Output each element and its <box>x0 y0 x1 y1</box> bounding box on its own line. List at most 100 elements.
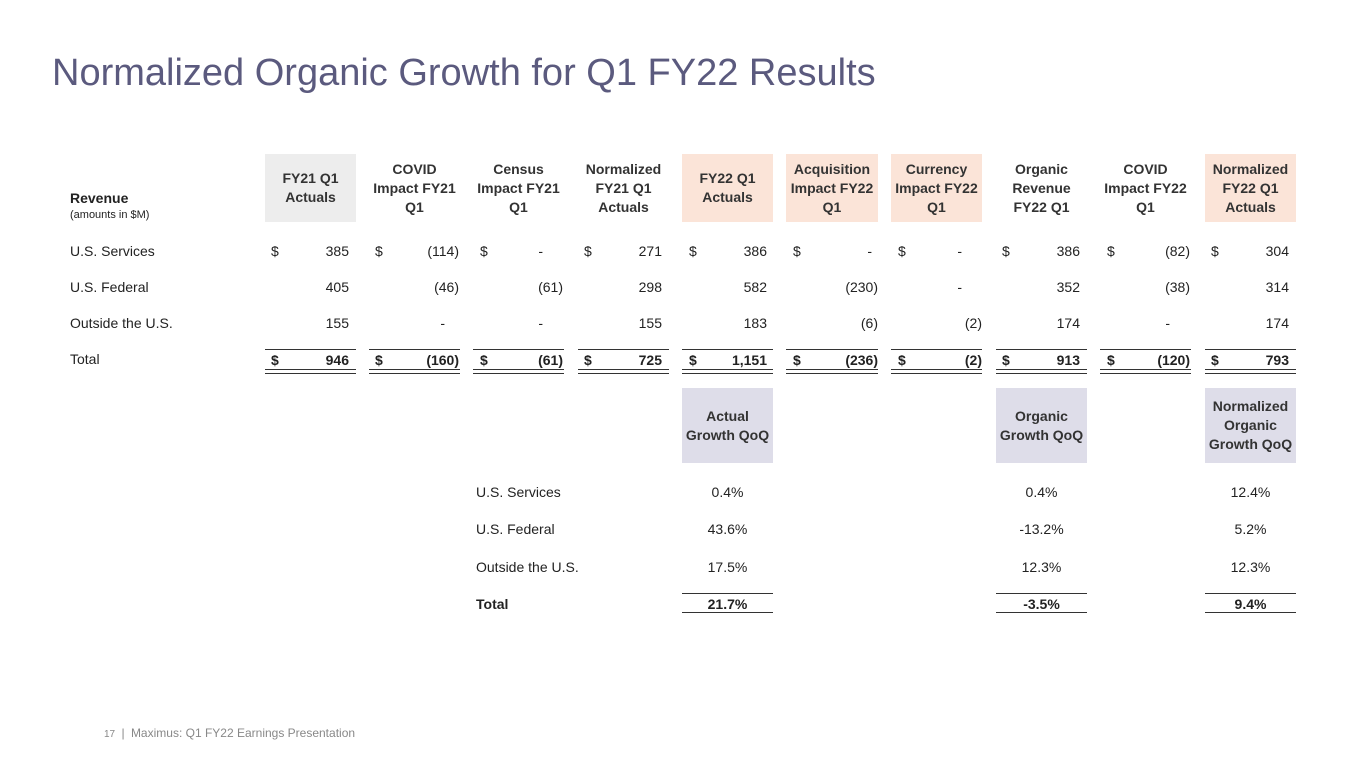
total-double-rule <box>996 369 1087 374</box>
table-cell: 298 <box>638 279 662 295</box>
growth-cell: 12.4% <box>1230 484 1271 500</box>
table-cell: (38) <box>1165 279 1190 295</box>
page-title: Normalized Organic Growth for Q1 FY22 Re… <box>52 52 876 94</box>
total-rule <box>265 349 356 350</box>
table-cell: (46) <box>434 279 459 295</box>
growth-total-underline <box>682 612 773 613</box>
total-rule <box>578 349 669 350</box>
table-cell: (6) <box>860 315 878 331</box>
dollar-sign: $ <box>1211 243 1219 259</box>
table-cell-total: (236) <box>845 352 878 368</box>
footer-text: Maximus: Q1 FY22 Earnings Presentation <box>130 726 356 740</box>
table-cell: (61) <box>538 279 563 295</box>
col-header-currency-fy22: Currency Impact FY22 Q1 <box>891 154 982 222</box>
table-cell-total: (160) <box>426 352 459 368</box>
col-header-covid-fy21: COVID Impact FY21 Q1 <box>373 160 456 215</box>
table-cell-total: (120) <box>1157 352 1190 368</box>
total-rule <box>786 349 878 350</box>
table-cell-total: 1,151 <box>731 352 767 368</box>
table-cell: (82) <box>1165 243 1190 259</box>
table-cell: - <box>440 315 445 331</box>
growth-row-label: U.S. Federal <box>476 521 555 537</box>
col-header-fy22-actuals: FY22 Q1 Actuals <box>682 154 773 222</box>
table-cell: - <box>957 279 962 295</box>
table-cell-total: 725 <box>638 352 662 368</box>
dollar-sign: $ <box>793 352 801 368</box>
growth-cell: 12.3% <box>1230 559 1271 575</box>
dollar-sign: $ <box>375 243 383 259</box>
total-rule <box>1100 349 1191 350</box>
table-cell: 304 <box>1265 243 1289 259</box>
total-double-rule <box>891 369 982 374</box>
col-header-census-fy21: Census Impact FY21 Q1 <box>477 160 560 215</box>
growth-cell-total: 9.4% <box>1234 596 1267 612</box>
total-double-rule <box>265 369 356 374</box>
table-cell: - <box>538 243 543 259</box>
table-cell: 352 <box>1056 279 1080 295</box>
dollar-sign: $ <box>1002 243 1010 259</box>
row-label-us-federal: U.S. Federal <box>70 279 149 295</box>
revenue-header: Revenue (amounts in $M) <box>70 190 149 221</box>
table-cell: 155 <box>325 315 349 331</box>
total-rule <box>996 349 1087 350</box>
col-header-covid-fy22: COVID Impact FY22 Q1 <box>1104 160 1187 215</box>
col-header-normalized-fy21: Normalized FY21 Q1 Actuals <box>585 160 662 215</box>
dollar-sign: $ <box>689 352 697 368</box>
dollar-sign: $ <box>584 243 592 259</box>
table-cell: 174 <box>1056 315 1080 331</box>
growth-cell: -13.2% <box>1019 521 1064 537</box>
dollar-sign: $ <box>1002 352 1010 368</box>
growth-cell: 43.6% <box>707 521 748 537</box>
growth-row-label: U.S. Services <box>476 484 561 500</box>
table-cell: 405 <box>325 279 349 295</box>
growth-total-underline <box>1205 612 1296 613</box>
growth-row-label-total: Total <box>476 596 509 612</box>
dollar-sign: $ <box>1107 243 1115 259</box>
growth-cell: 5.2% <box>1234 521 1267 537</box>
growth-cell: 0.4% <box>711 484 744 500</box>
growth-row-label: Outside the U.S. <box>476 559 579 575</box>
growth-cell-total: -3.5% <box>1023 596 1060 612</box>
table-cell: 183 <box>743 315 767 331</box>
total-rule <box>473 349 564 350</box>
row-label-us-services: U.S. Services <box>70 243 155 259</box>
dollar-sign: $ <box>689 243 697 259</box>
table-cell-total: (61) <box>538 352 563 368</box>
table-cell: (114) <box>427 243 459 259</box>
table-cell: - <box>957 243 962 259</box>
footer-separator: | <box>121 726 125 740</box>
page-number: 17 <box>104 729 116 740</box>
table-cell: 386 <box>743 243 767 259</box>
table-cell: 385 <box>325 243 349 259</box>
growth-cell: 0.4% <box>1025 484 1058 500</box>
growth-total-rule <box>1205 593 1296 594</box>
total-double-rule <box>578 369 669 374</box>
footer: 17 | Maximus: Q1 FY22 Earnings Presentat… <box>104 726 355 740</box>
total-double-rule <box>369 369 460 374</box>
table-cell-total: 946 <box>325 352 349 368</box>
total-rule <box>891 349 982 350</box>
revenue-label: Revenue <box>70 190 129 206</box>
total-double-rule <box>786 369 878 374</box>
revenue-sub: (amounts in $M) <box>70 209 150 221</box>
growth-total-rule <box>682 593 773 594</box>
growth-header-actual: Actual Growth QoQ <box>682 388 773 463</box>
table-cell: 582 <box>743 279 767 295</box>
table-cell: (230) <box>845 279 878 295</box>
col-header-acquisition-fy22: Acquisition Impact FY22 Q1 <box>786 154 878 222</box>
table-cell: 271 <box>638 243 662 259</box>
dollar-sign: $ <box>480 352 488 368</box>
table-cell: - <box>538 315 543 331</box>
dollar-sign: $ <box>271 243 279 259</box>
table-cell: 386 <box>1056 243 1080 259</box>
table-cell: 174 <box>1265 315 1289 331</box>
dollar-sign: $ <box>480 243 488 259</box>
total-double-rule <box>473 369 564 374</box>
growth-header-organic: Organic Growth QoQ <box>996 388 1087 463</box>
growth-cell: 12.3% <box>1021 559 1062 575</box>
dollar-sign: $ <box>793 243 801 259</box>
growth-total-underline <box>996 612 1087 613</box>
table-cell-total: 913 <box>1056 352 1080 368</box>
growth-cell-total: 21.7% <box>707 596 748 612</box>
growth-cell: 17.5% <box>707 559 748 575</box>
